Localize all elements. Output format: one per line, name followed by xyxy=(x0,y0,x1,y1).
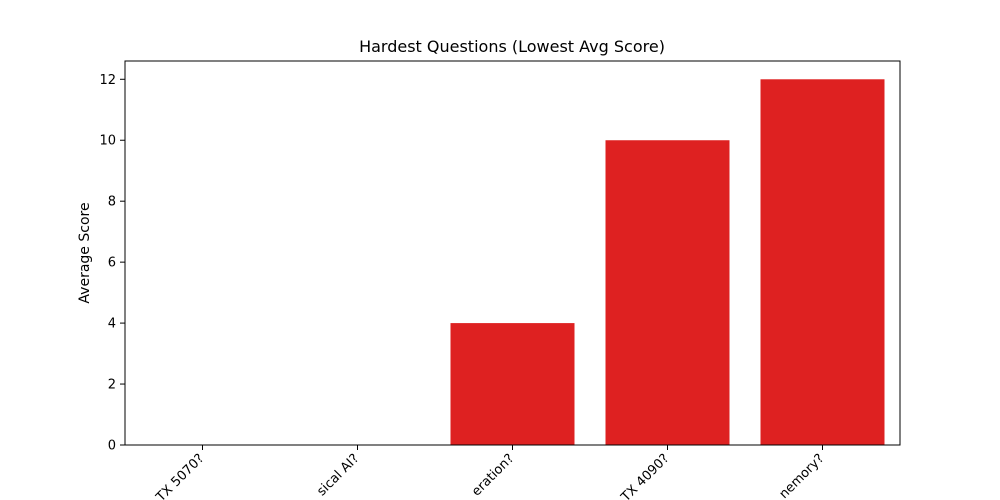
x-tick-label: eration? xyxy=(469,451,517,499)
bars-group xyxy=(450,79,885,446)
y-tick-label: 4 xyxy=(108,317,116,332)
x-axis-ticks: TX 5070? sical AI? eration? TX 4090? nemory? xyxy=(153,445,827,500)
chart-title: Hardest Questions (Lowest Avg Score) xyxy=(359,37,665,56)
y-tick-label: 10 xyxy=(99,134,116,149)
x-tick-label: sical AI? xyxy=(314,451,362,499)
y-axis-label: Average Score xyxy=(77,202,93,303)
x-tick-label: TX 5070? xyxy=(153,451,207,500)
y-tick-label: 8 xyxy=(108,195,116,210)
y-tick-label: 0 xyxy=(108,439,116,454)
y-axis-ticks: 0 2 4 6 8 10 12 xyxy=(99,73,125,454)
y-tick-label: 12 xyxy=(99,73,116,88)
y-tick-label: 6 xyxy=(108,256,116,271)
bar-2 xyxy=(450,323,575,445)
y-tick-label: 2 xyxy=(108,378,116,393)
plot-frame xyxy=(124,60,901,446)
x-tick-label: nemory? xyxy=(777,451,828,500)
bar-3 xyxy=(605,140,730,445)
x-tick-label: TX 4090? xyxy=(618,451,672,500)
bar-4 xyxy=(760,79,885,446)
